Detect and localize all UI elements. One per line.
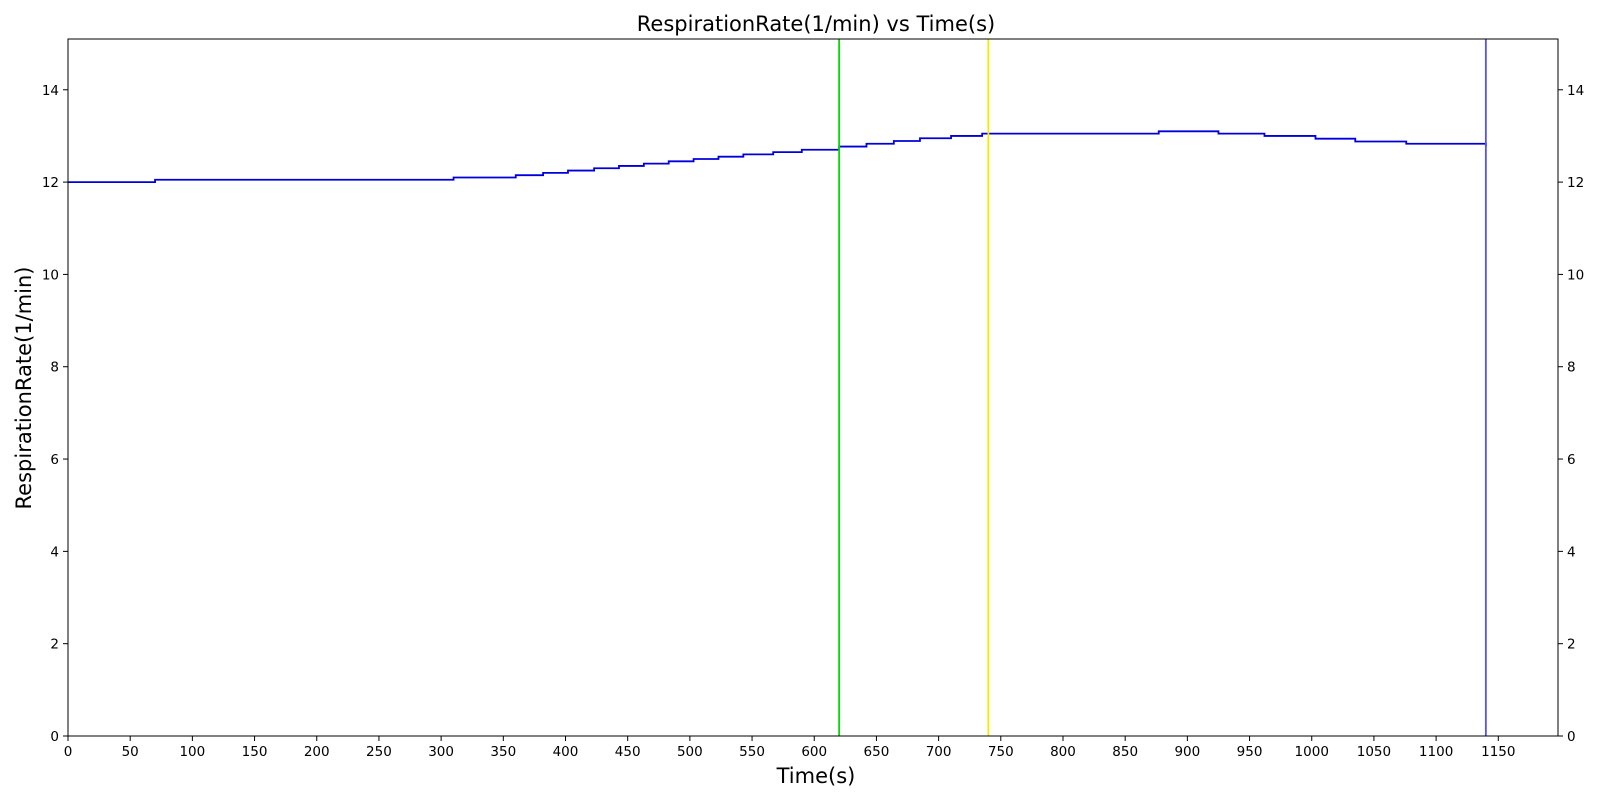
plot-frame [67, 38, 1559, 737]
y-tick-label-right: 14 [1567, 83, 1584, 99]
y-tick-label-right: 12 [1567, 175, 1584, 191]
y-tick-label-right: 10 [1567, 267, 1584, 283]
y-tick-label-left: 0 [50, 729, 59, 745]
x-tick-label: 1000 [1295, 744, 1329, 760]
x-tick-label: 700 [926, 744, 952, 760]
chart-title: RespirationRate(1/min) vs Time(s) [637, 12, 995, 36]
x-tick-label: 400 [553, 744, 579, 760]
x-tick-label: 250 [366, 744, 392, 760]
x-tick-label: 200 [304, 744, 330, 760]
x-tick-label: 1150 [1481, 744, 1515, 760]
x-tick-label: 750 [988, 744, 1014, 760]
x-tick-label: 950 [1237, 744, 1263, 760]
y-tick-label-left: 6 [50, 452, 59, 468]
y-tick-label-right: 0 [1567, 729, 1576, 745]
x-tick-label: 550 [739, 744, 765, 760]
x-tick-label: 850 [1112, 744, 1138, 760]
plot-area: 0 50 100 150 200 250 300 350 400 450 500 550 600 650 7… [42, 39, 1584, 760]
x-tick-label: 800 [1050, 744, 1076, 760]
x-tick-label: 450 [615, 744, 641, 760]
y-tick-label-left: 14 [42, 83, 59, 99]
y-tick-label-left: 2 [50, 637, 59, 653]
y-tick-label-right: 4 [1567, 544, 1576, 560]
x-tick-label: 350 [490, 744, 516, 760]
y-tick-label-left: 4 [50, 544, 59, 560]
y-tick-label-right: 8 [1567, 360, 1576, 376]
x-tick-label: 150 [242, 744, 268, 760]
y-tick-label-left: 8 [50, 360, 59, 376]
x-tick-label: 1050 [1357, 744, 1391, 760]
x-tick-label: 300 [428, 744, 454, 760]
x-axis-label: Time(s) [776, 764, 856, 788]
x-tick-label: 650 [864, 744, 890, 760]
y-tick-label-left: 12 [42, 175, 59, 191]
y-tick-label-right: 2 [1567, 637, 1576, 653]
y-axis-label: RespirationRate(1/min) [12, 267, 36, 510]
y-tick-label-right: 6 [1567, 452, 1576, 468]
x-tick-label: 600 [801, 744, 827, 760]
y-tick-label-left: 10 [42, 267, 59, 283]
x-tick-label: 50 [122, 744, 139, 760]
x-tick-label: 900 [1174, 744, 1200, 760]
x-tick-label: 100 [179, 744, 205, 760]
x-tick-label: 1100 [1419, 744, 1453, 760]
x-tick-label: 0 [64, 744, 73, 760]
x-tick-label: 500 [677, 744, 703, 760]
series-line [68, 130, 1487, 183]
